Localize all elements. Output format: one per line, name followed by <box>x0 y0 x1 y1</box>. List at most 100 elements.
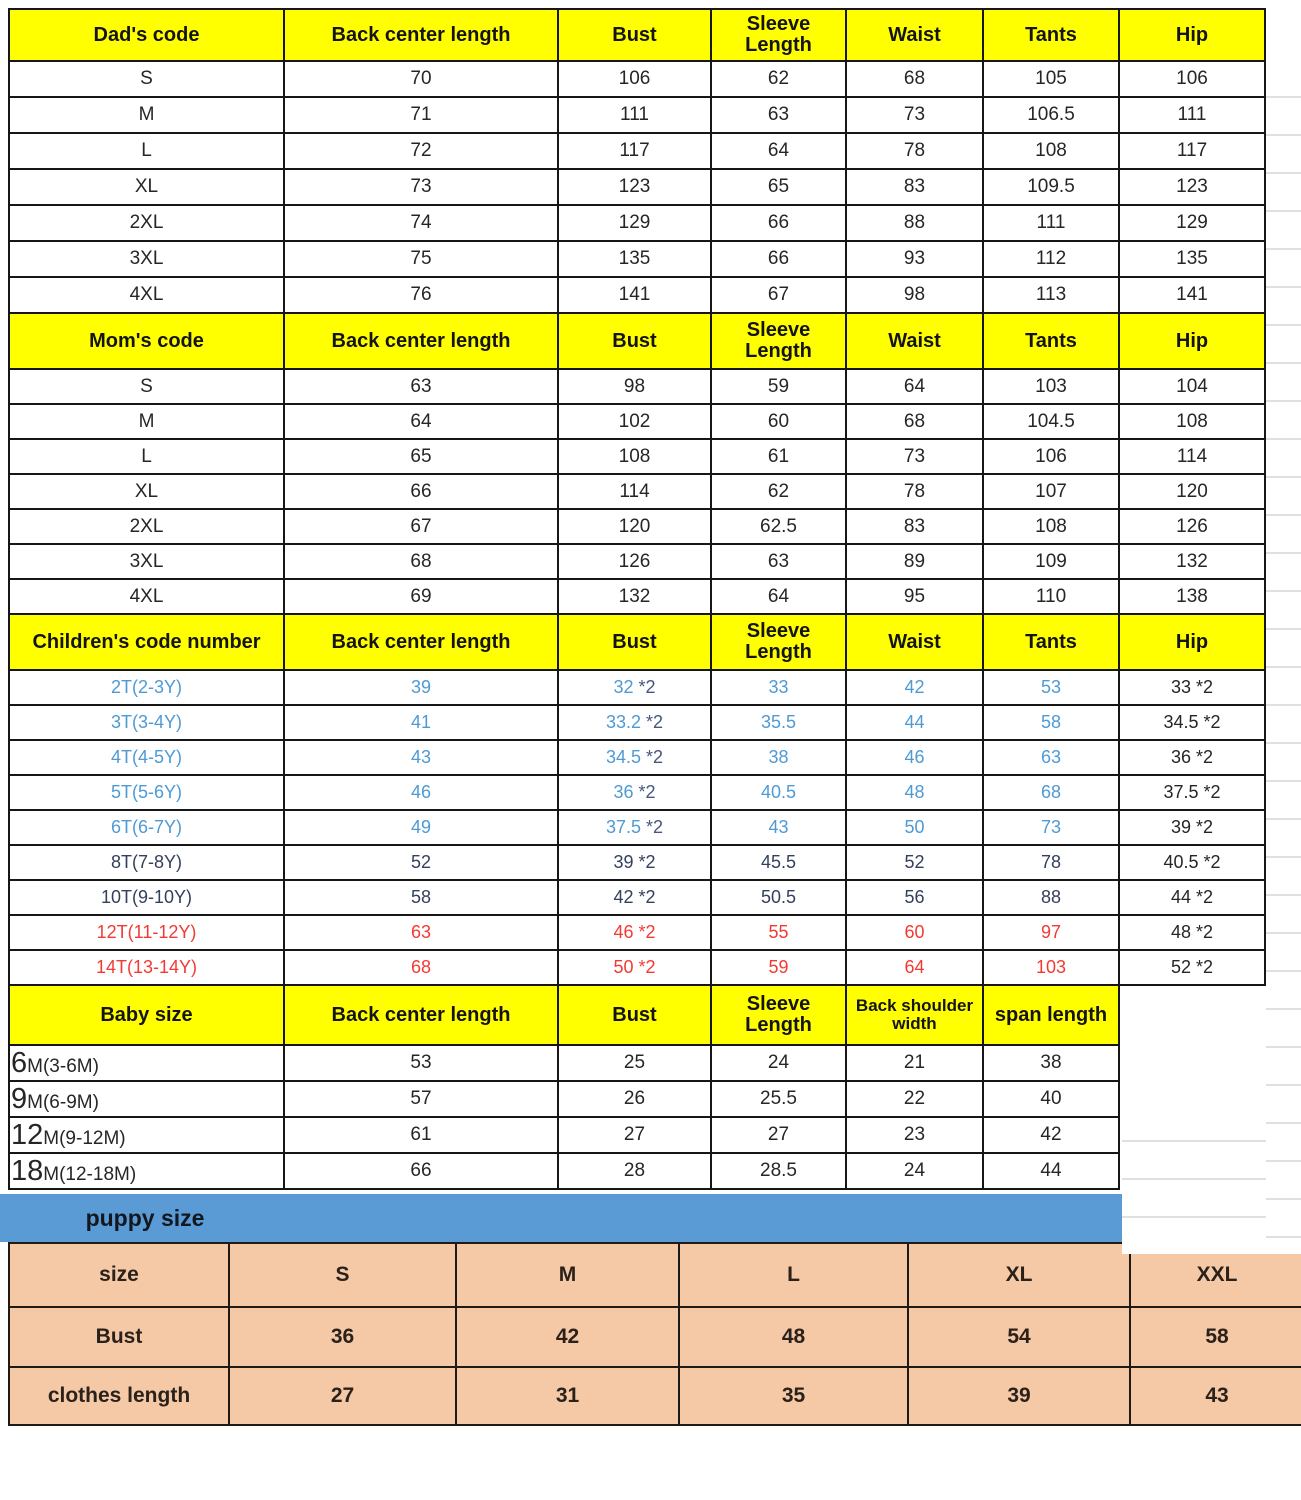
cell-text: 64 <box>903 375 926 397</box>
table-cell: 37.5 *2 <box>1118 774 1266 811</box>
cell-text: 65 <box>767 176 790 197</box>
cell-text: 40.5 <box>760 782 797 802</box>
cell-text: 61 <box>767 445 790 467</box>
table-cell: 71 <box>283 96 559 134</box>
table-cell: 64 <box>710 578 847 615</box>
table-cell: 35.5 <box>710 704 847 741</box>
cell-text: 39 *2 <box>613 852 656 872</box>
table-cell: 59 <box>710 368 847 405</box>
cell-text: 83 <box>903 176 926 197</box>
column-header: Sleeve Length <box>710 984 847 1046</box>
table-cell: 68 <box>283 543 559 580</box>
table-cell: 45.5 <box>710 844 847 881</box>
cell-text: 21 <box>903 1052 926 1073</box>
table-cell: 63 <box>283 368 559 405</box>
cell-text: 38 <box>768 747 789 767</box>
table-cell: 108 <box>982 132 1120 170</box>
table-cell: 34.5 *2 <box>557 739 712 776</box>
column-header: Hip <box>1118 613 1266 671</box>
table-cell: 63 <box>982 739 1120 776</box>
table-cell: 65 <box>283 438 559 475</box>
table-cell: 117 <box>557 132 712 170</box>
header-row: Dad's code Back center length Bust Sleeve L… <box>8 8 1266 62</box>
cell-text: 34.5 *2 <box>1163 712 1221 732</box>
table-cell: 120 <box>557 508 712 545</box>
cell-text: 12T(11-12Y) <box>96 922 197 942</box>
cell-text: 59 <box>767 375 790 397</box>
column-header: Bust <box>557 613 712 671</box>
header-row: Children's code number Back center length… <box>8 613 1266 671</box>
table-cell: 123 <box>1118 168 1266 206</box>
cell-text: 42 <box>1040 1124 1062 1145</box>
cell-text: 55 <box>768 922 789 942</box>
cell-text: 107 <box>1035 480 1067 502</box>
cell-text: 62 <box>767 68 790 89</box>
table-row: 10T(9-10Y) 58 42 *2 50.5 56 88 44 *2 <box>8 879 1266 916</box>
cell-text: 66 <box>767 248 790 269</box>
cell-text: 42 <box>555 1325 580 1348</box>
cell-text: 33 <box>768 677 789 697</box>
cell-text: 68 <box>410 550 432 572</box>
cell-text: M(6-9M) <box>27 1091 99 1113</box>
table-cell: 48 *2 <box>1118 914 1266 951</box>
table-row: S 63 98 59 64 103 104 <box>8 368 1266 405</box>
table-cell: 37.5 *2 <box>557 809 712 846</box>
table-cell: 33 <box>710 669 847 706</box>
cell-text: 74 <box>410 212 432 233</box>
cell-text: *2 <box>641 712 664 732</box>
cell-text: XL <box>134 480 159 502</box>
table-cell: 40.5 <box>710 774 847 811</box>
table-cell: S <box>8 368 285 405</box>
table-cell: M <box>455 1242 680 1308</box>
cell-text: 114 <box>1176 445 1208 467</box>
table-row: clothes length 27 31 35 39 43 <box>8 1366 1301 1426</box>
cell-text: 6 <box>11 1046 28 1079</box>
cell-text: 135 <box>618 248 651 269</box>
table-cell: 132 <box>557 578 712 615</box>
cell-text: 141 <box>1176 284 1208 305</box>
cell-text: 3T(3-4Y) <box>110 712 182 732</box>
table-cell: 42 *2 <box>557 879 712 916</box>
cell-text: 68 <box>1040 782 1062 802</box>
column-header: Hip <box>1118 8 1266 62</box>
cell-text: L <box>141 140 152 161</box>
table-row: 14T(13-14Y) 68 50 *2 59 64 103 52 *2 <box>8 949 1266 986</box>
cell-text: 39 <box>410 677 432 697</box>
table-row: 2XL 67 120 62.5 83 108 126 <box>8 508 1266 545</box>
cell-text: 14T(13-14Y) <box>95 957 198 977</box>
cell-text: 27 <box>767 1124 790 1145</box>
table-cell: 95 <box>845 578 984 615</box>
cell-text: M(12-18M) <box>43 1163 137 1185</box>
cell-text: 65 <box>410 445 432 467</box>
table-cell: 126 <box>557 543 712 580</box>
cell-text: 31 <box>555 1384 580 1407</box>
table-row: L 72 117 64 78 108 117 <box>8 132 1266 170</box>
column-header: Tants <box>982 312 1120 370</box>
cell-text: 52 <box>904 852 925 872</box>
table-cell: 21 <box>845 1044 984 1082</box>
table-row: 5T(5-6Y) 46 36 *2 40.5 48 68 37.5 *2 <box>8 774 1266 811</box>
cell-text: 111 <box>620 104 649 125</box>
puppy-size-banner: puppy size <box>0 1194 1301 1242</box>
table-cell: 62.5 <box>710 508 847 545</box>
cell-text: 70 <box>410 68 432 89</box>
cell-text: XL <box>1005 1263 1033 1286</box>
cell-text: 64 <box>767 585 790 607</box>
table-cell: 44 <box>982 1152 1120 1190</box>
table-cell: 2T(2-3Y) <box>8 669 285 706</box>
cell-text: 23 <box>903 1124 926 1145</box>
table-cell: 107 <box>982 473 1120 510</box>
table-cell: 123 <box>557 168 712 206</box>
table-cell: 61 <box>710 438 847 475</box>
cell-text: 48 <box>781 1325 806 1348</box>
table-cell: 12T(11-12Y) <box>8 914 285 951</box>
cell-text: 68 <box>903 410 926 432</box>
cell-text: 106 <box>1035 445 1067 467</box>
cell-text: 67 <box>767 284 790 305</box>
cell-text: 34.5 <box>605 747 641 767</box>
cell-text: 69 <box>410 585 432 607</box>
table-cell: 141 <box>557 276 712 314</box>
table-cell: S <box>8 60 285 98</box>
cell-text: 123 <box>618 176 651 197</box>
cell-text: 132 <box>1176 550 1208 572</box>
